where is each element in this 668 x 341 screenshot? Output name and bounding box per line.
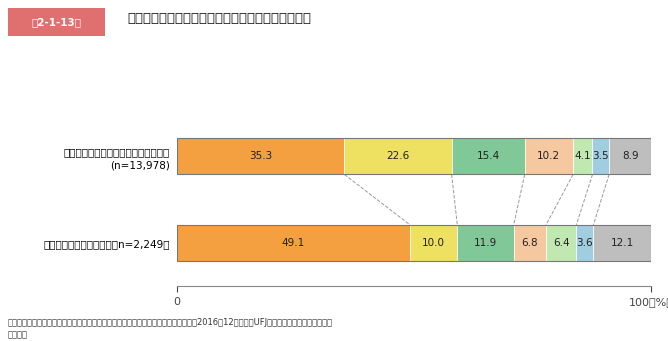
Text: 35.3: 35.3 <box>249 151 273 161</box>
Bar <box>609 138 651 175</box>
Bar <box>177 225 651 261</box>
Text: 22.6: 22.6 <box>386 151 409 161</box>
Text: 6.8: 6.8 <box>522 238 538 248</box>
Bar <box>458 225 514 261</box>
Text: 15.4: 15.4 <box>476 151 500 161</box>
Bar <box>452 138 524 175</box>
Bar <box>410 225 458 261</box>
Text: 10.2: 10.2 <box>537 151 560 161</box>
Text: 11.9: 11.9 <box>474 238 497 248</box>
Bar <box>546 225 576 261</box>
Text: 6.4: 6.4 <box>553 238 570 248</box>
Text: 資料：中小企業庁委託「起業・創業に対する意識、経験に関するアンケート調査」（2016年12月、三菱UFJリサーチ＆コンサルティング
（株））: 資料：中小企業庁委託「起業・創業に対する意識、経験に関するアンケート調査」（20… <box>8 318 333 339</box>
Bar <box>593 225 651 261</box>
Bar <box>177 225 410 261</box>
Bar <box>177 138 345 175</box>
Bar <box>514 225 546 261</box>
Bar <box>345 138 452 175</box>
Bar <box>576 225 593 261</box>
Text: 8.9: 8.9 <box>622 151 639 161</box>
Text: 4.1: 4.1 <box>574 151 591 161</box>
Bar <box>593 138 609 175</box>
Bar <box>573 138 593 175</box>
Text: 過去の起業関心者を除く起業無関心者の現在の職業: 過去の起業関心者を除く起業無関心者の現在の職業 <box>127 12 311 25</box>
Text: 12.1: 12.1 <box>611 238 634 248</box>
Text: 3.5: 3.5 <box>593 151 609 161</box>
Text: 49.1: 49.1 <box>282 238 305 248</box>
Text: 10.0: 10.0 <box>422 238 445 248</box>
Text: 第2-1-13図: 第2-1-13図 <box>31 17 81 27</box>
Bar <box>524 138 573 175</box>
Text: 3.6: 3.6 <box>576 238 593 248</box>
Bar <box>177 138 651 175</box>
